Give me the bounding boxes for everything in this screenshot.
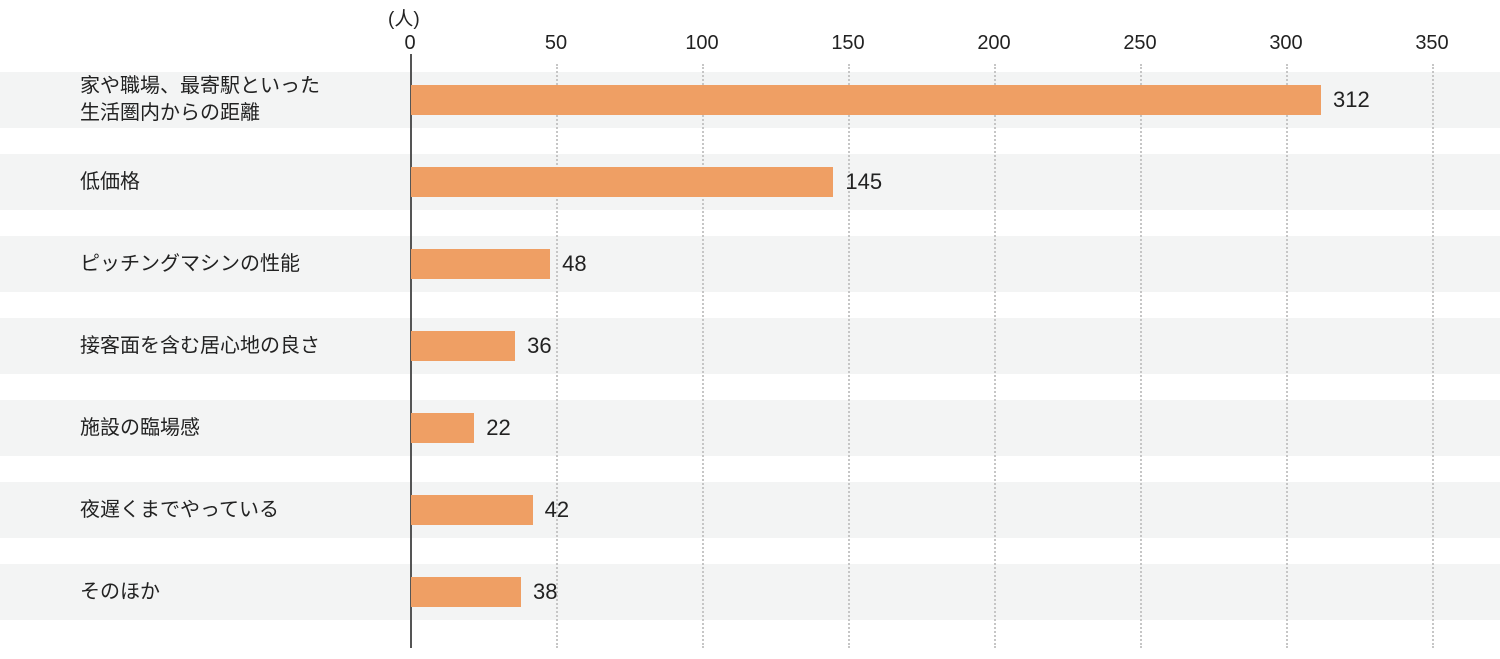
gridline [1286, 64, 1288, 648]
value-label: 312 [1333, 72, 1370, 128]
bar [411, 167, 833, 197]
value-label: 22 [486, 400, 510, 456]
value-label: 36 [527, 318, 551, 374]
bar [411, 577, 521, 607]
gridline [848, 64, 850, 648]
category-label: 施設の臨場感 [80, 400, 400, 456]
x-tick-label: 300 [1269, 32, 1302, 55]
x-tick-label: 50 [545, 32, 567, 55]
bar [411, 85, 1321, 115]
category-label: 低価格 [80, 154, 400, 210]
value-label: 38 [533, 564, 557, 620]
gridline [1432, 64, 1434, 648]
x-tick-label: 0 [404, 32, 415, 55]
x-tick-label: 150 [831, 32, 864, 55]
gridline [702, 64, 704, 648]
gridline [994, 64, 996, 648]
category-label: 家や職場、最寄駅といった 生活圏内からの距離 [80, 72, 400, 128]
bar [411, 249, 550, 279]
value-label: 42 [545, 482, 569, 538]
bar [411, 331, 515, 361]
x-tick-label: 250 [1123, 32, 1156, 55]
bar [411, 495, 533, 525]
category-label: 接客面を含む居心地の良さ [80, 318, 400, 374]
axis-unit-label: (人) [388, 4, 420, 31]
gridline [556, 64, 558, 648]
gridline [1140, 64, 1142, 648]
x-tick-label: 350 [1415, 32, 1448, 55]
bar [411, 413, 474, 443]
value-label: 145 [845, 154, 882, 210]
x-tick-label: 200 [977, 32, 1010, 55]
category-label: 夜遅くまでやっている [80, 482, 400, 538]
x-tick-label: 100 [685, 32, 718, 55]
category-label: そのほか [80, 564, 400, 620]
category-label: ピッチングマシンの性能 [80, 236, 400, 292]
value-label: 48 [562, 236, 586, 292]
horizontal-bar-chart: (人)0 50 100 150 200 250 300 350 家や職場、最寄駅といった 生活圏… [0, 0, 1500, 659]
